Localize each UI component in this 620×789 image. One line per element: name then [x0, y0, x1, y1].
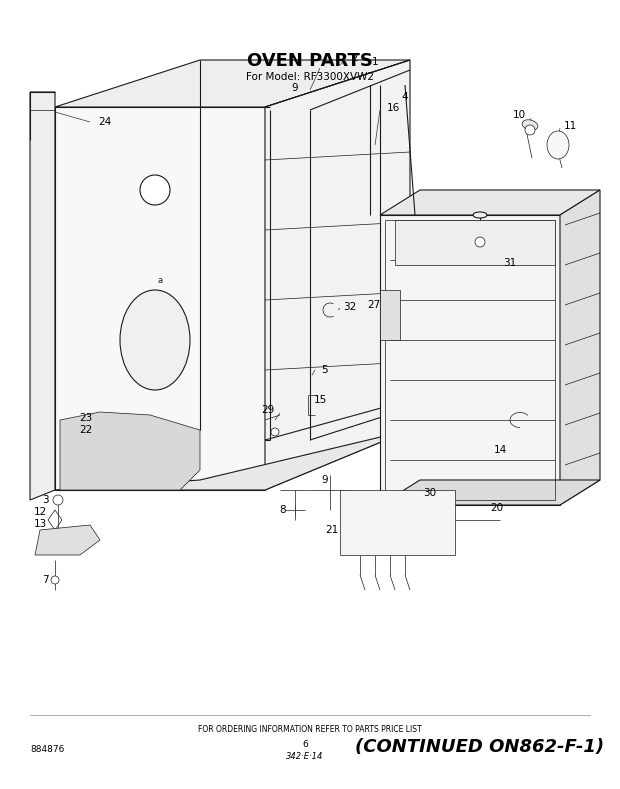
Ellipse shape — [473, 212, 487, 218]
Text: 24: 24 — [99, 117, 112, 127]
Polygon shape — [265, 60, 410, 490]
Text: 884876: 884876 — [30, 745, 64, 754]
Text: 11: 11 — [564, 121, 577, 131]
Text: 20: 20 — [490, 503, 503, 513]
Polygon shape — [560, 190, 600, 505]
Polygon shape — [340, 490, 455, 555]
Polygon shape — [55, 430, 410, 490]
Text: 6: 6 — [302, 740, 308, 749]
Circle shape — [271, 428, 279, 436]
Text: 5: 5 — [322, 365, 329, 375]
Text: 342·E·14: 342·E·14 — [286, 752, 324, 761]
Text: 16: 16 — [386, 103, 400, 113]
Text: 30: 30 — [423, 488, 436, 498]
Text: (CONTINUED ON862-F-1): (CONTINUED ON862-F-1) — [355, 738, 604, 756]
Polygon shape — [395, 220, 555, 265]
Text: 12: 12 — [33, 507, 46, 517]
Text: OVEN PARTS: OVEN PARTS — [247, 52, 373, 70]
Text: 7: 7 — [42, 575, 48, 585]
Circle shape — [51, 576, 59, 584]
Text: 27: 27 — [368, 300, 381, 310]
Polygon shape — [380, 480, 600, 505]
Circle shape — [475, 237, 485, 247]
Polygon shape — [60, 412, 200, 490]
Circle shape — [525, 125, 535, 135]
Polygon shape — [380, 290, 400, 340]
Ellipse shape — [547, 131, 569, 159]
Text: 23: 23 — [79, 413, 92, 423]
Text: 9: 9 — [322, 475, 329, 485]
Text: 31: 31 — [503, 258, 516, 268]
Text: 3: 3 — [42, 495, 48, 505]
Text: 29: 29 — [262, 405, 275, 415]
Polygon shape — [30, 92, 55, 500]
Text: 8: 8 — [280, 505, 286, 515]
Text: a: a — [157, 275, 162, 285]
Polygon shape — [380, 190, 600, 215]
Text: 4: 4 — [402, 92, 409, 102]
Text: 15: 15 — [313, 395, 327, 405]
Text: 32: 32 — [343, 302, 356, 312]
Ellipse shape — [522, 120, 538, 130]
Polygon shape — [35, 525, 100, 555]
Circle shape — [140, 175, 170, 205]
Text: 21: 21 — [326, 525, 339, 535]
Text: 14: 14 — [494, 445, 507, 455]
Circle shape — [53, 495, 63, 505]
Polygon shape — [55, 107, 265, 490]
Text: 22: 22 — [79, 425, 92, 435]
Text: 2: 2 — [352, 53, 358, 63]
Polygon shape — [380, 215, 560, 505]
Text: 1: 1 — [371, 57, 378, 67]
Text: 9: 9 — [291, 83, 298, 93]
Text: For Model: RF3300XVW2: For Model: RF3300XVW2 — [246, 72, 374, 82]
Text: 13: 13 — [33, 519, 46, 529]
Polygon shape — [55, 60, 410, 107]
Text: 10: 10 — [513, 110, 526, 120]
Ellipse shape — [120, 290, 190, 390]
Text: FOR ORDERING INFORMATION REFER TO PARTS PRICE LIST: FOR ORDERING INFORMATION REFER TO PARTS … — [198, 725, 422, 734]
